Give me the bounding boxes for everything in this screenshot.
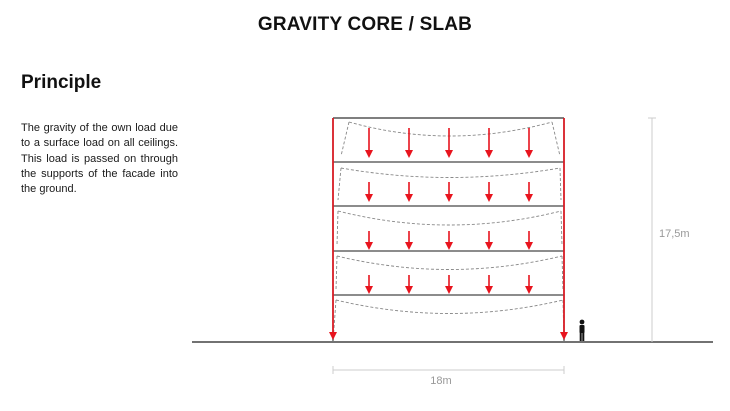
width-dimension [332, 366, 565, 374]
section-heading: Principle [21, 72, 102, 93]
principle-description: The gravity of the own load due to a sur… [21, 122, 178, 196]
human-figure-icon [579, 319, 585, 341]
floor-slabs [333, 161, 564, 296]
surface-load-arrows [365, 128, 533, 294]
facade-load-path-arrows [329, 118, 568, 340]
page-title: GRAVITY CORE / SLAB [257, 14, 473, 35]
height-label: 17,5m [659, 228, 690, 240]
width-label: 18m [430, 375, 451, 387]
height-dimension [648, 117, 656, 342]
